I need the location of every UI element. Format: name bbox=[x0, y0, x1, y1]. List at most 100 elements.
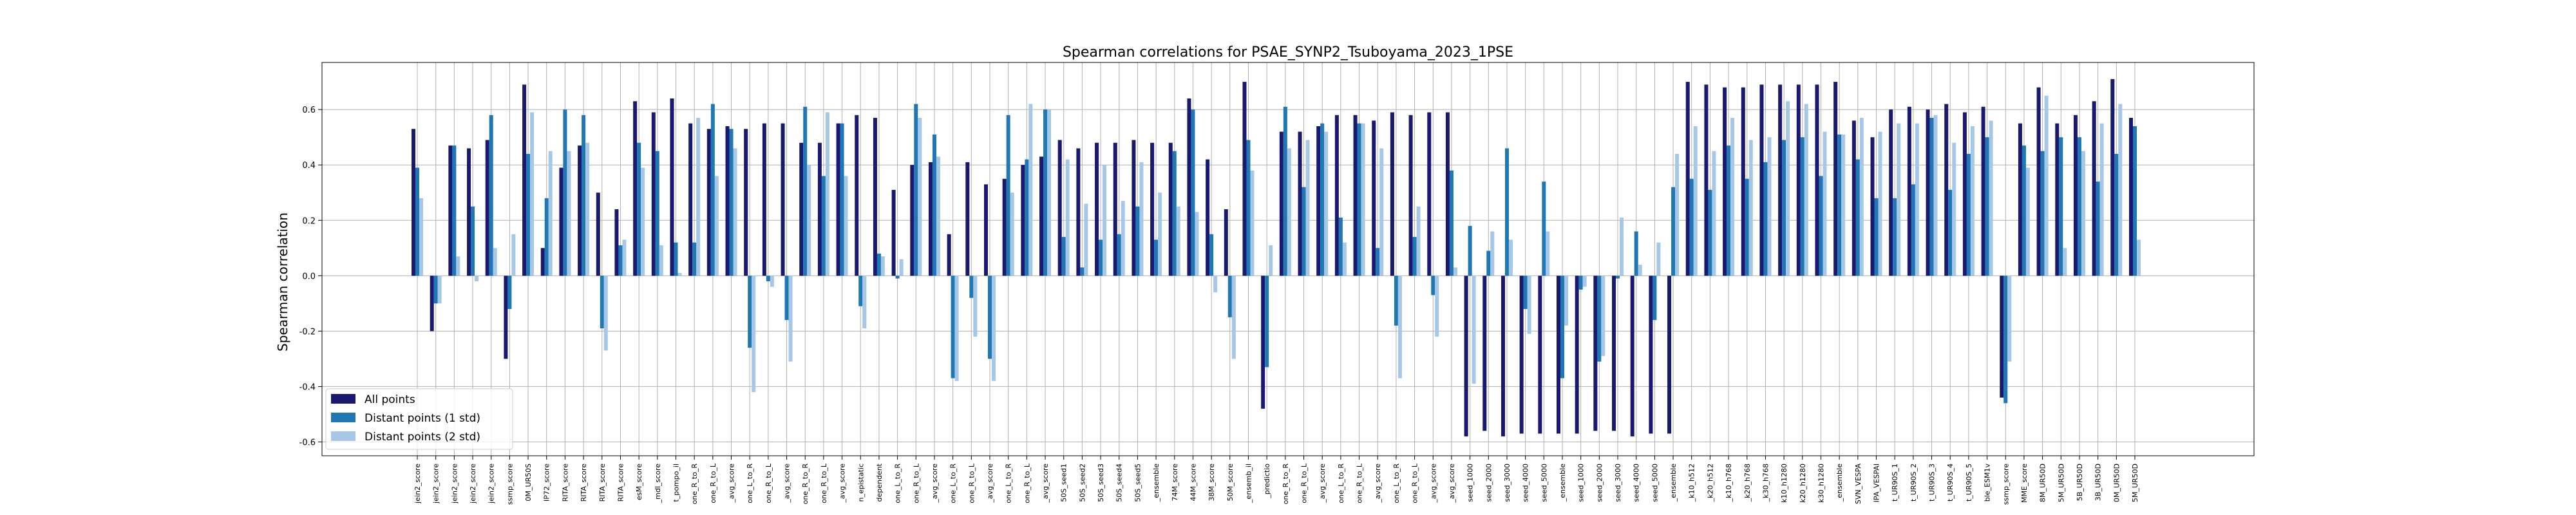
x-tick-label: one_R_to_L bbox=[1411, 463, 1419, 503]
bar bbox=[1397, 276, 1402, 379]
x-tick-label: one_R_to_R bbox=[801, 464, 810, 505]
bar bbox=[1970, 126, 1975, 276]
x-tick-label: SVN_VESPA bbox=[1854, 464, 1862, 505]
bar bbox=[430, 276, 434, 332]
x-tick-label: seed_2000 bbox=[1595, 464, 1604, 502]
bar bbox=[1154, 239, 1159, 276]
bar bbox=[2044, 95, 2049, 276]
bar bbox=[1557, 276, 1560, 434]
x-tick-label: jein2_score bbox=[450, 464, 459, 504]
legend-swatch bbox=[331, 394, 355, 404]
bar bbox=[1302, 187, 1306, 276]
bar bbox=[467, 148, 471, 276]
bar bbox=[918, 118, 922, 276]
bar bbox=[2129, 118, 2133, 276]
bar bbox=[1944, 104, 1949, 276]
bar bbox=[947, 234, 951, 276]
bar bbox=[1095, 142, 1099, 276]
bar bbox=[1113, 142, 1117, 276]
bar bbox=[840, 123, 844, 276]
bar bbox=[1231, 276, 1236, 359]
y-tick-label: 0.2 bbox=[302, 216, 316, 226]
bar bbox=[788, 276, 793, 362]
bar bbox=[2022, 145, 2026, 276]
bar bbox=[1933, 115, 1938, 276]
x-tick-label: _avg_score bbox=[931, 464, 939, 503]
bar bbox=[1376, 248, 1380, 276]
x-tick-label: t_UR90S_3 bbox=[1928, 464, 1937, 501]
x-tick-label: k10_h1280 bbox=[1780, 464, 1788, 503]
bar bbox=[544, 198, 549, 276]
bar bbox=[507, 276, 512, 309]
bar bbox=[1985, 137, 1989, 276]
x-tick-label: seed_4000 bbox=[1522, 464, 1530, 502]
bar bbox=[1213, 276, 1218, 293]
bar bbox=[1981, 106, 1985, 276]
bar bbox=[1490, 231, 1495, 276]
bar bbox=[2110, 79, 2115, 276]
bar bbox=[1915, 123, 1919, 276]
x-tick-label: seed_4000 bbox=[1633, 464, 1641, 502]
bar bbox=[855, 115, 859, 276]
bar bbox=[1667, 276, 1672, 434]
bar bbox=[1334, 115, 1339, 276]
x-tick-label: _k20_h768 bbox=[1743, 464, 1752, 502]
x-tick-label: RITA_score bbox=[616, 464, 625, 502]
bar bbox=[984, 184, 988, 276]
bar bbox=[1449, 170, 1454, 276]
bar bbox=[1305, 140, 1310, 276]
bar bbox=[1962, 112, 1967, 276]
bar bbox=[1468, 225, 1472, 276]
bar bbox=[448, 145, 453, 276]
bar bbox=[1010, 192, 1014, 276]
x-tick-label: 50M_score bbox=[1226, 464, 1235, 501]
bar bbox=[1025, 159, 1029, 276]
legend: All points Distant points (1 std) Distant … bbox=[325, 388, 513, 450]
plot-frame bbox=[321, 62, 2255, 456]
x-tick-label: 44M_score bbox=[1189, 464, 1197, 501]
bar bbox=[1837, 134, 1842, 276]
bar bbox=[2018, 123, 2022, 276]
bar bbox=[2025, 167, 2030, 276]
x-tick-label: one_R_to_R bbox=[1282, 464, 1290, 505]
bar bbox=[456, 256, 460, 276]
bar bbox=[2003, 276, 2008, 404]
x-tick-label: t_UR90S_4 bbox=[1946, 464, 1955, 501]
x-tick-label: one_R_to_L bbox=[1300, 463, 1309, 503]
bar bbox=[1778, 84, 1783, 276]
y-tick-label: -0.6 bbox=[299, 438, 316, 447]
bar bbox=[1431, 276, 1435, 295]
bar bbox=[1099, 239, 1103, 276]
bar bbox=[1279, 131, 1283, 276]
bar bbox=[1435, 276, 1439, 337]
bar bbox=[1748, 140, 1753, 276]
x-tick-label: esM_score bbox=[635, 464, 643, 500]
bar bbox=[504, 276, 508, 359]
bar bbox=[1833, 82, 1838, 276]
bar bbox=[725, 126, 730, 276]
bar bbox=[2118, 104, 2123, 276]
bar bbox=[2000, 276, 2004, 398]
bar bbox=[1080, 267, 1084, 276]
x-tick-label: 0M_UR50S bbox=[524, 464, 533, 501]
bar bbox=[784, 276, 789, 321]
bar bbox=[1763, 162, 1768, 276]
bar bbox=[2081, 151, 2085, 276]
bar bbox=[1353, 115, 1358, 276]
bar bbox=[1966, 153, 1971, 276]
bar bbox=[563, 109, 567, 276]
x-tick-label: _avg_score bbox=[1318, 464, 1327, 503]
bar bbox=[526, 153, 531, 276]
bar bbox=[437, 276, 442, 304]
bar bbox=[1989, 120, 1993, 276]
x-tick-label: _k30_h768 bbox=[1761, 464, 1770, 502]
bar bbox=[1158, 192, 1162, 276]
bar bbox=[1815, 84, 1819, 276]
bar bbox=[585, 142, 590, 276]
bar bbox=[2073, 115, 2078, 276]
x-tick-label: seed_5000 bbox=[1540, 464, 1548, 502]
x-tick-label: _mdl_score bbox=[654, 464, 662, 504]
x-tick-label: k30_h1280 bbox=[1817, 464, 1825, 503]
bar bbox=[1021, 165, 1025, 276]
bar bbox=[1224, 209, 1228, 276]
